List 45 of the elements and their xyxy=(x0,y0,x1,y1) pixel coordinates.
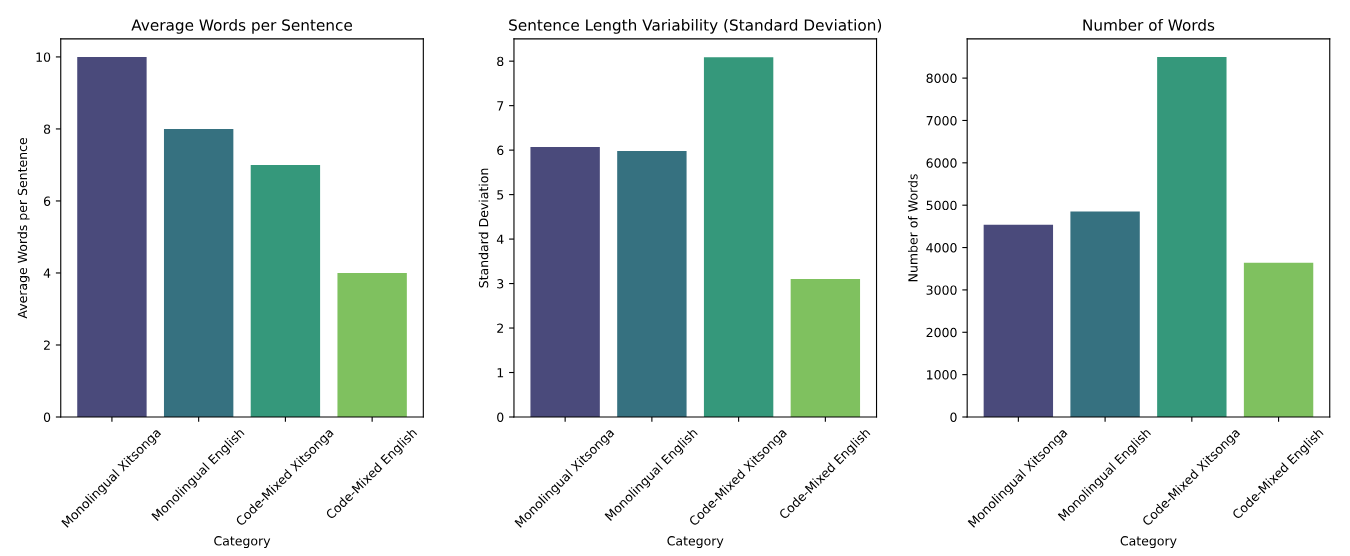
chart-title: Sentence Length Variability (Standard Deviation) xyxy=(509,18,882,34)
bar xyxy=(1157,56,1227,417)
y-tick-label: 3000 xyxy=(926,285,957,295)
y-tick-label: 6 xyxy=(497,145,504,156)
bar xyxy=(617,151,687,417)
y-axis-title: Average Words per Sentence xyxy=(17,137,30,319)
chart-title: Number of Words xyxy=(1083,18,1215,31)
y-tick-label: 7 xyxy=(497,101,504,111)
y-tick-label: 2000 xyxy=(926,327,957,338)
y-tick-label: 6 xyxy=(43,196,51,206)
y-tick-label: 7000 xyxy=(926,115,957,126)
y-tick-label: 2 xyxy=(497,323,503,333)
bar xyxy=(530,147,600,417)
y-tick-label: 8 xyxy=(43,124,51,134)
y-tick-label: 4 xyxy=(43,268,51,278)
y-tick-label: 10 xyxy=(36,52,51,62)
bar xyxy=(163,128,234,417)
chart-title: Average Words per Sentence xyxy=(131,18,352,34)
y-tick-label: 8000 xyxy=(926,73,957,84)
y-tick-label: 0 xyxy=(950,412,957,422)
y-tick-label: 1000 xyxy=(927,370,957,380)
bar xyxy=(790,279,861,417)
bar xyxy=(983,224,1054,417)
x-axis-title: Category xyxy=(214,536,271,548)
y-tick-label: 3 xyxy=(497,279,504,289)
bar xyxy=(337,272,407,417)
bar xyxy=(1070,211,1140,417)
bar xyxy=(77,56,147,417)
y-tick-label: 8 xyxy=(497,56,504,67)
y-tick-label: 4 xyxy=(496,234,504,244)
y-tick-label: 5000 xyxy=(926,200,957,211)
y-tick-label: 6000 xyxy=(926,158,957,168)
y-tick-label: 0 xyxy=(497,412,504,422)
y-axis-title: Number of Words xyxy=(907,174,918,282)
y-tick-label: 5 xyxy=(497,190,504,200)
bar xyxy=(703,57,774,417)
y-tick-label: 1 xyxy=(497,368,504,378)
bar xyxy=(250,164,321,417)
x-axis-title: Category xyxy=(1120,536,1177,548)
y-tick-label: 4000 xyxy=(926,243,957,253)
y-axis-title: Standard Deviation xyxy=(478,168,489,288)
y-tick-label: 0 xyxy=(43,412,51,422)
y-tick-label: 2 xyxy=(43,340,50,350)
x-axis-title: Category xyxy=(667,536,724,548)
bar xyxy=(1243,262,1314,417)
